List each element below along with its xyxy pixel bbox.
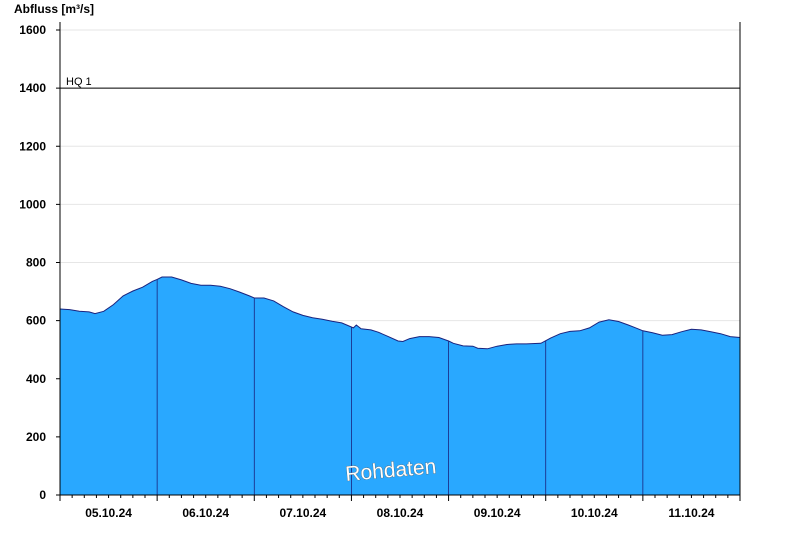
y-axis-label: Abfluss [m³/s] bbox=[14, 2, 94, 16]
day-separator-lines bbox=[156, 279, 644, 495]
y-tick-label-1200: 1200 bbox=[19, 139, 46, 153]
y-tick-label-1600: 1600 bbox=[19, 23, 46, 37]
y-tick-label-0: 0 bbox=[39, 488, 46, 502]
reference-lines: HQ 1 bbox=[60, 76, 740, 89]
y-tick-label-1000: 1000 bbox=[19, 197, 46, 211]
reference-line-label: HQ 1 bbox=[66, 76, 92, 88]
x-tick-label: 10.10.24 bbox=[571, 506, 618, 520]
discharge-area-layer bbox=[59, 276, 741, 495]
x-tick-label: 07.10.24 bbox=[279, 506, 326, 520]
x-tick-label: 08.10.24 bbox=[377, 506, 424, 520]
y-tick-labels: 0 200 400 600 800 1000 1200 1400 1600 bbox=[19, 23, 60, 502]
y-tick-label-600: 600 bbox=[26, 314, 46, 328]
y-tick-label-200: 200 bbox=[26, 430, 46, 444]
x-tick-label: 05.10.24 bbox=[85, 506, 132, 520]
discharge-line bbox=[59, 276, 741, 350]
x-tick-label: 06.10.24 bbox=[182, 506, 229, 520]
x-tick-label: 11.10.24 bbox=[668, 506, 714, 520]
y-tick-label-400: 400 bbox=[26, 372, 46, 386]
x-tick-label: 09.10.24 bbox=[474, 506, 521, 520]
y-tick-label-1400: 1400 bbox=[19, 81, 46, 95]
y-tick-label-800: 800 bbox=[26, 256, 46, 270]
x-tick-labels: 05.10.24 06.10.24 07.10.24 08.10.24 09.10.24… bbox=[59, 495, 741, 520]
